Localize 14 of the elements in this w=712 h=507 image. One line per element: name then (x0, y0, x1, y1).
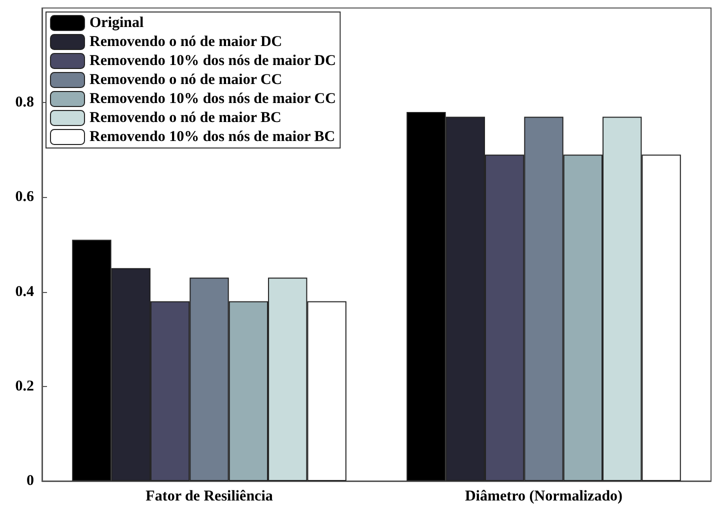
legend-label: Removendo o nó de maior DC (90, 34, 282, 50)
y-tick-label: 0.6 (15, 189, 34, 206)
y-tick-label: 0.8 (15, 94, 34, 111)
y-tick-label: 0.4 (15, 284, 34, 300)
legend-label: Removendo 10% dos nós de maior BC (90, 129, 336, 145)
x-tick-label: Diâmetro (Normalizado) (464, 488, 623, 504)
legend-label: Removendo 10% dos nós de maior DC (90, 53, 336, 69)
y-tick-label: 0 (26, 473, 34, 489)
y-tick-label: 0.2 (15, 378, 34, 394)
legend-label: Removendo o nó de maior BC (90, 110, 282, 126)
x-tick-label: Fator de Resiliência (146, 488, 274, 504)
legend-label: Removendo o nó de maior CC (90, 72, 282, 88)
legend-label: Original (90, 15, 144, 31)
legend-label: Removendo 10% dos nós de maior CC (90, 91, 336, 107)
